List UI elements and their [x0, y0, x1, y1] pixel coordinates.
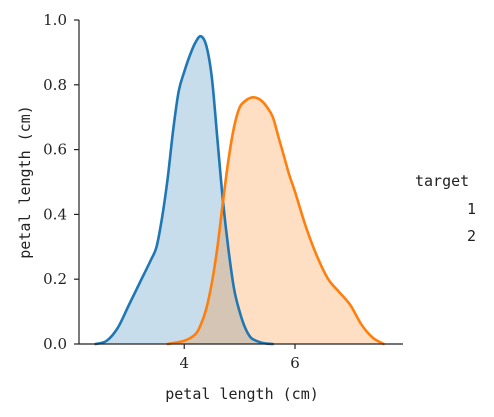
series-2-line [166, 96, 385, 346]
x-axis-label: petal length (cm) [165, 385, 319, 403]
x-tick-label: 4 [179, 354, 189, 372]
legend-title: target [415, 172, 469, 190]
y-ticks: 0.0 0.2 0.4 0.6 0.8 1.0 [43, 11, 79, 353]
series-1-area [95, 36, 273, 344]
y-tick-label: 0.8 [43, 76, 67, 94]
x-tick-label: 6 [290, 354, 300, 372]
y-tick-label: 0.4 [43, 205, 67, 223]
legend-entry-2: 2 [467, 227, 476, 245]
axes [78, 20, 403, 345]
series-1-line [94, 34, 275, 346]
y-tick-label: 0.6 [43, 141, 67, 159]
y-axis-label: petal length (cm) [16, 105, 34, 259]
y-tick-label: 0.0 [43, 335, 67, 353]
plot-area [94, 34, 385, 346]
legend-entry-1: 1 [467, 200, 476, 218]
legend: target 1 2 [415, 172, 476, 245]
y-tick-label: 0.2 [43, 270, 67, 288]
y-tick-label: 1.0 [43, 11, 67, 29]
